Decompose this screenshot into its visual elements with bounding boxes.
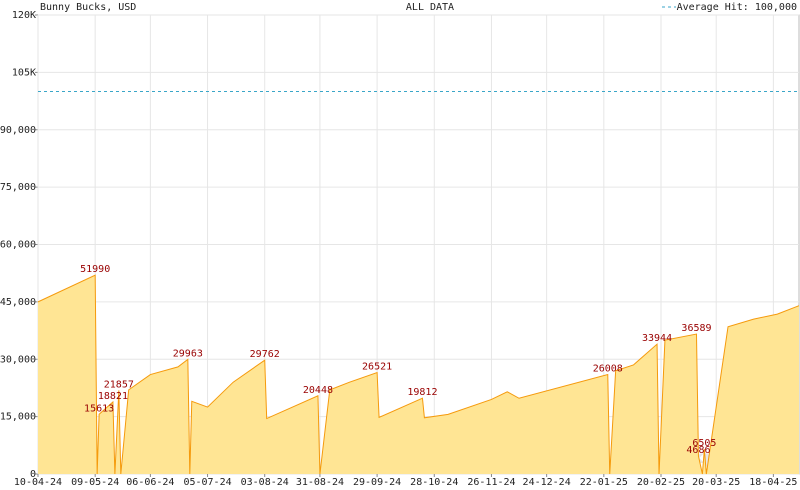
y-tick-label: 75,000 — [0, 182, 36, 193]
x-tick-label: 22-01-25 — [580, 477, 628, 488]
value-label: 33944 — [642, 333, 672, 344]
x-tick-label: 29-09-24 — [353, 477, 401, 488]
chart-subtitle: Bunny Bucks, USD — [40, 2, 136, 13]
y-tick-label: 15,000 — [0, 412, 36, 423]
line — [37, 274, 800, 475]
value-label: 26008 — [593, 364, 623, 375]
y-tick-label: 0 — [30, 469, 36, 480]
legend-label: Average Hit: 100,000 — [677, 2, 797, 13]
y-tick-label: 105K — [12, 67, 36, 78]
y-tick-label: 45,000 — [0, 297, 36, 308]
x-tick-label: 09-05-24 — [71, 477, 119, 488]
y-tick-label: 60,000 — [0, 240, 36, 251]
x-tick-label: 20-02-25 — [637, 477, 685, 488]
value-label: 29963 — [173, 348, 203, 359]
y-tick-label: 90,000 — [0, 125, 36, 136]
value-label: 18821 — [98, 391, 128, 402]
x-tick-label: 31-08-24 — [296, 477, 344, 488]
x-tick-label: 24-12-24 — [523, 477, 571, 488]
value-label: 26521 — [362, 362, 392, 373]
value-label: 36589 — [681, 323, 711, 334]
x-tick-label: 18-04-25 — [749, 477, 797, 488]
x-tick-label: 06-06-24 — [126, 477, 174, 488]
x-tick-label: 26-11-24 — [467, 477, 515, 488]
value-label: 20448 — [303, 385, 333, 396]
value-label: 4686 — [686, 445, 710, 456]
x-tick-label: 20-03-25 — [692, 477, 740, 488]
value-label: 51990 — [80, 264, 110, 275]
chart-title: ALL DATA — [406, 2, 454, 13]
x-tick-label: 10-04-24 — [14, 477, 62, 488]
x-tick-label: 28-10-24 — [410, 477, 458, 488]
value-label: 29762 — [250, 349, 280, 360]
x-tick-label: 03-08-24 — [241, 477, 289, 488]
value-label: 6505 — [692, 438, 716, 449]
y-tick-label: 120K — [12, 10, 36, 21]
y-tick-label: 30,000 — [0, 354, 36, 365]
value-label: 15613 — [84, 403, 114, 414]
value-label: 21857 — [104, 379, 134, 390]
value-label: 19812 — [407, 387, 437, 398]
x-tick-label: 05-07-24 — [183, 477, 231, 488]
